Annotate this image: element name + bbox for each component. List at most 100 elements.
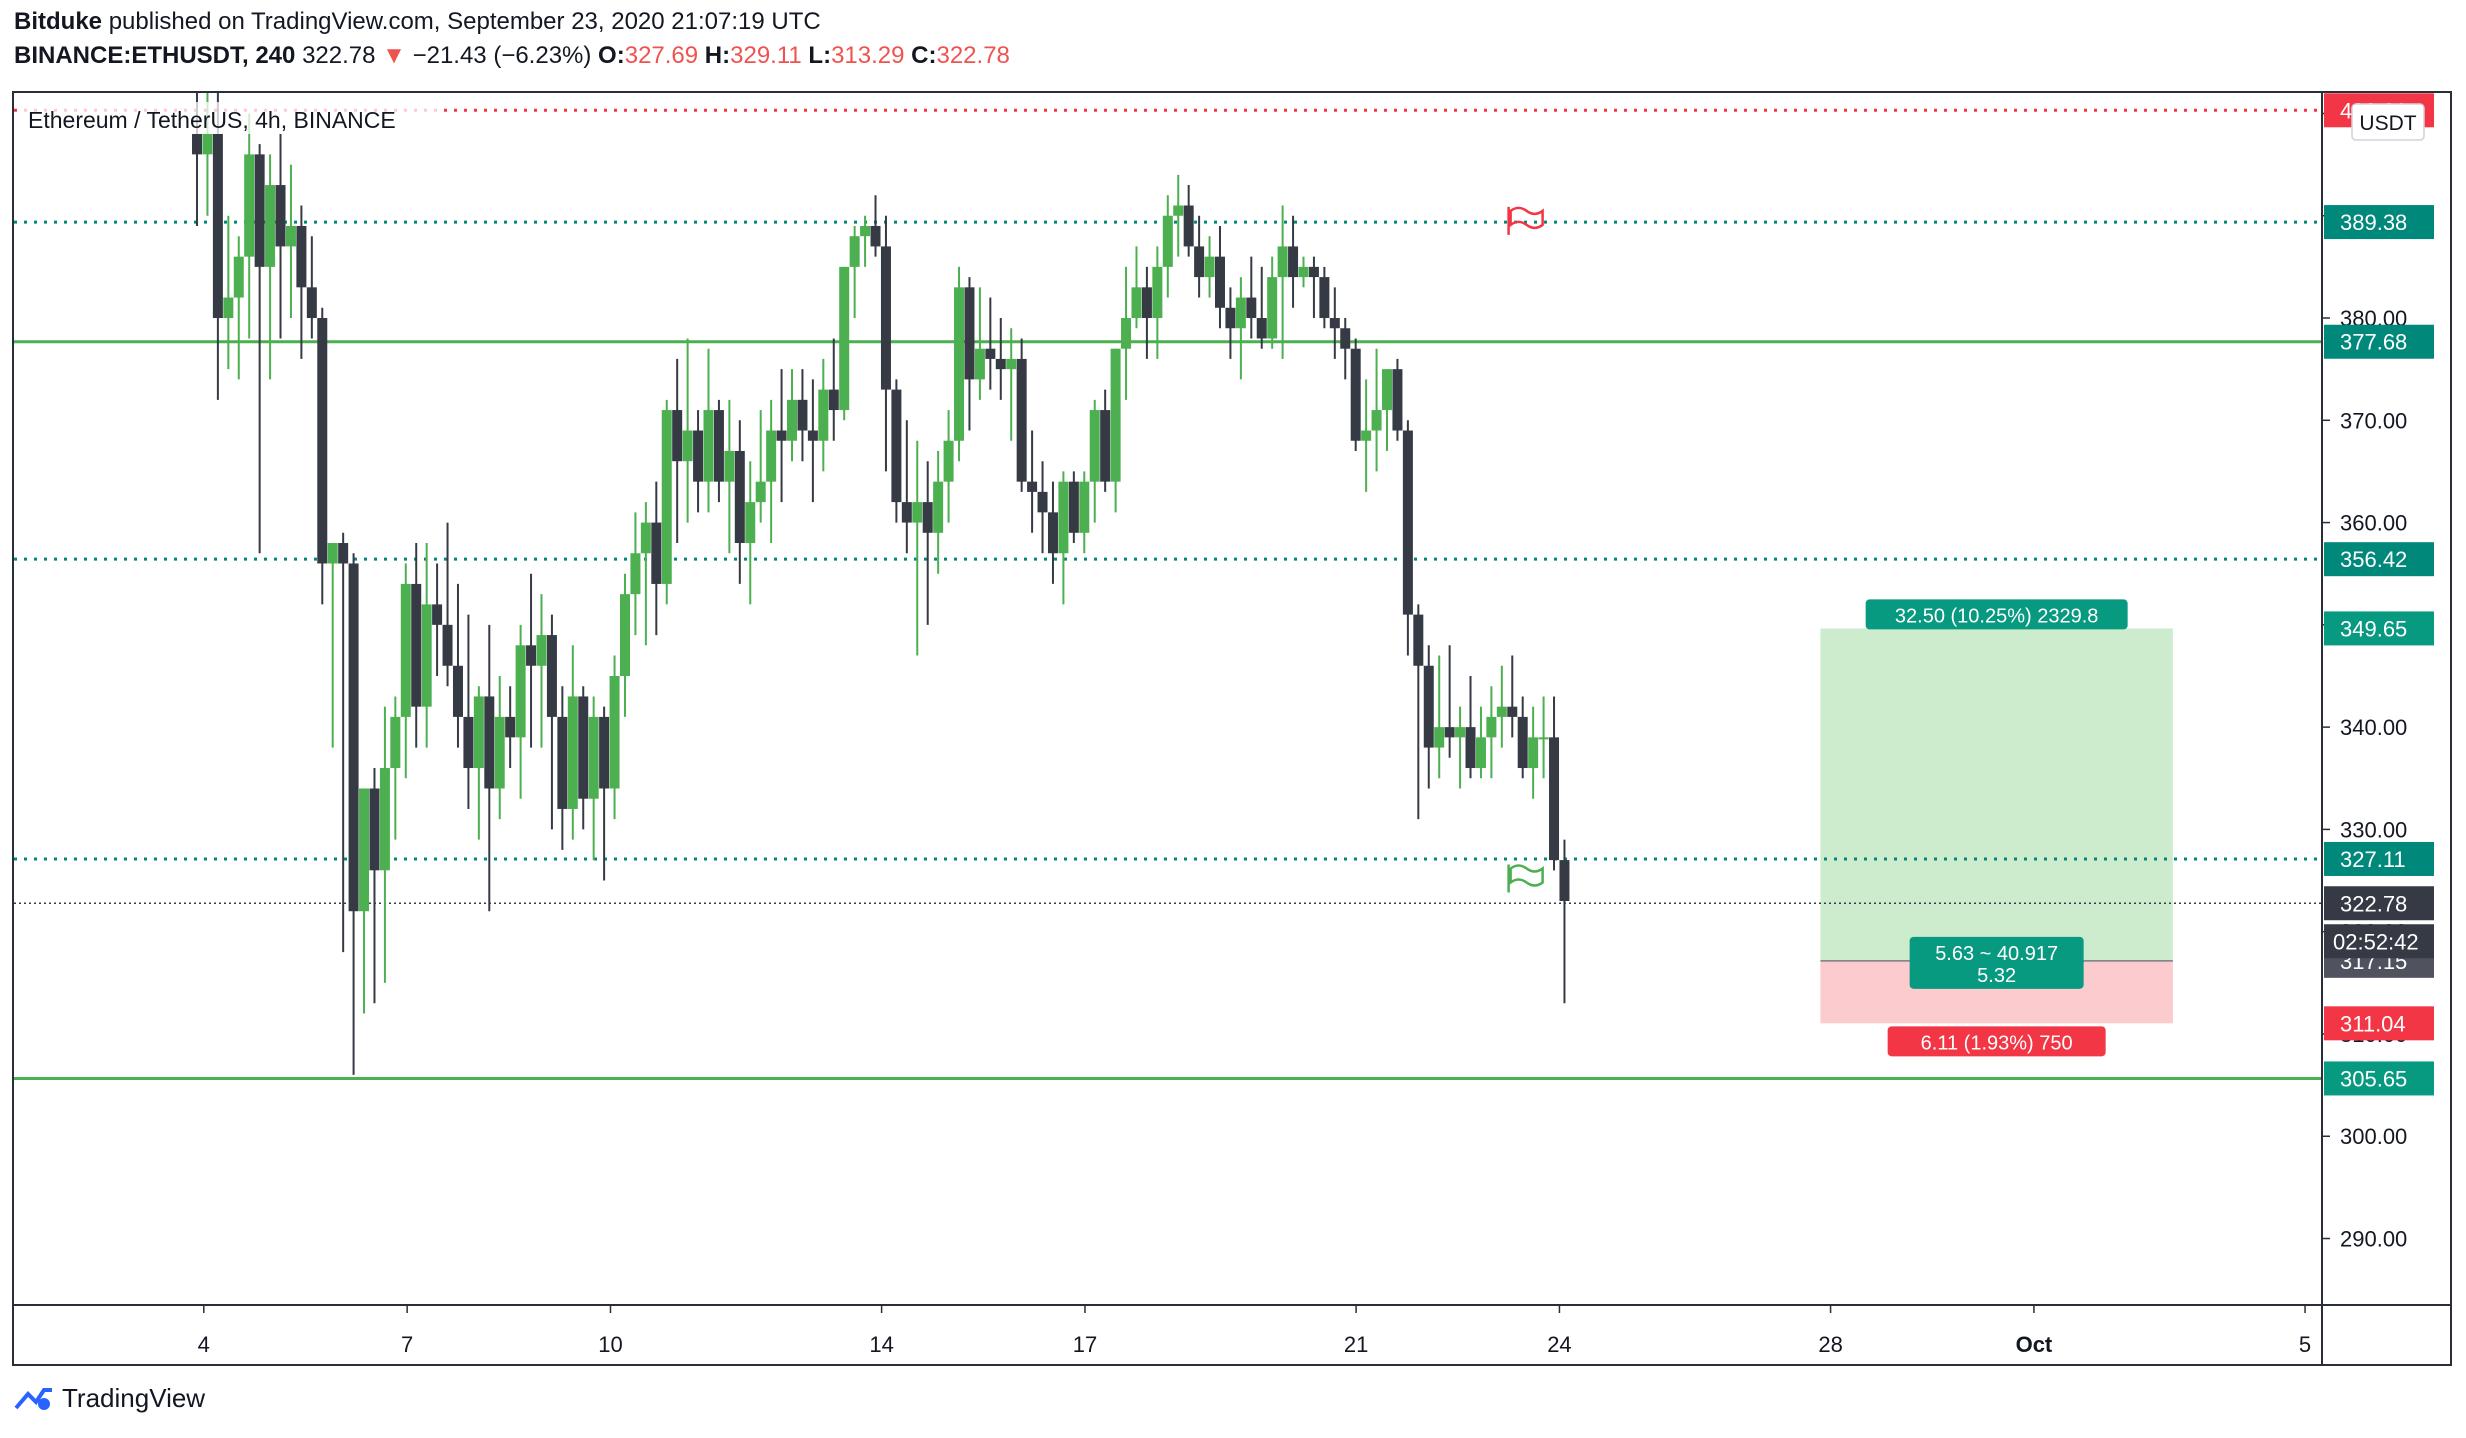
candle-body bbox=[776, 430, 787, 441]
x-tick-label: 4 bbox=[198, 1332, 210, 1357]
published-text: published on TradingView.com, September … bbox=[108, 8, 821, 35]
axis-price-label-text: 311.04 bbox=[2340, 1011, 2406, 1036]
candle-body bbox=[265, 185, 276, 267]
candle-body bbox=[807, 430, 818, 441]
candle-body bbox=[828, 389, 839, 411]
currency-button-bg bbox=[2351, 103, 2425, 141]
candle-body bbox=[1382, 369, 1393, 411]
candle-body bbox=[442, 624, 453, 666]
candle-body bbox=[223, 297, 234, 319]
x-tick-label: 21 bbox=[1344, 1332, 1368, 1357]
candle-body bbox=[870, 225, 881, 247]
candle-body bbox=[536, 635, 547, 666]
candle-body bbox=[192, 133, 203, 155]
x-tick-label: 10 bbox=[598, 1332, 622, 1357]
candle-body bbox=[1068, 481, 1079, 533]
candle-body bbox=[693, 430, 704, 482]
candle-body bbox=[348, 563, 359, 912]
candle-body bbox=[640, 522, 651, 554]
candle-body bbox=[359, 788, 370, 912]
currency-button-label: USDT bbox=[2359, 112, 2416, 135]
candle-body bbox=[296, 225, 307, 288]
axis-price-label-text: 305.65 bbox=[2340, 1066, 2407, 1091]
candle-body bbox=[672, 410, 683, 462]
candle-body bbox=[630, 553, 641, 595]
candle-body bbox=[1277, 246, 1288, 278]
candle-body bbox=[849, 236, 860, 267]
x-tick-label: 7 bbox=[401, 1332, 413, 1357]
price-change: −21.43 (−6.23%) bbox=[412, 42, 592, 69]
candle-body bbox=[787, 399, 798, 441]
candle-body bbox=[1079, 481, 1090, 533]
candle-body bbox=[1235, 297, 1246, 329]
candle-body bbox=[933, 481, 944, 533]
candle-body bbox=[463, 716, 474, 769]
tradingview-logo-icon[interactable] bbox=[14, 1386, 54, 1412]
candle-body bbox=[473, 696, 484, 769]
currency-button[interactable]: USDT bbox=[2351, 103, 2425, 141]
axis-price-label-4: 349.65 bbox=[2324, 611, 2434, 646]
axis-price-label-5: 327.11 bbox=[2324, 841, 2434, 876]
candle-body bbox=[212, 133, 223, 319]
axis-price-label-text: 389.38 bbox=[2340, 210, 2407, 235]
candle-body bbox=[400, 583, 411, 717]
green-flag-icon bbox=[1507, 864, 1544, 893]
candle-body bbox=[901, 502, 912, 523]
candle-body bbox=[1392, 369, 1403, 431]
candle-body bbox=[1528, 737, 1539, 769]
y-tick-label: 330.00 bbox=[2340, 817, 2407, 842]
candle-body bbox=[880, 246, 891, 390]
stop-label-bg bbox=[1887, 1026, 2106, 1057]
candle-body bbox=[390, 716, 401, 769]
candle-body bbox=[797, 399, 808, 431]
axis-price-label-6: 322.78 bbox=[2324, 886, 2434, 921]
candle-body bbox=[1110, 348, 1121, 482]
candle-body bbox=[484, 696, 495, 789]
candle-body bbox=[1538, 737, 1549, 740]
candle-body bbox=[1559, 860, 1570, 901]
candle-body bbox=[546, 635, 557, 717]
candle-body bbox=[891, 389, 902, 503]
axis-price-label-text: 327.11 bbox=[2340, 847, 2406, 872]
high-label: H: bbox=[704, 42, 731, 69]
plot-area bbox=[14, 93, 2322, 1080]
profit-zone bbox=[1820, 628, 2173, 961]
publish-line: Bitduke published on TradingView.com, Se… bbox=[14, 8, 821, 36]
candle-body bbox=[327, 543, 338, 564]
candle-body bbox=[1141, 287, 1152, 319]
candle-body bbox=[1423, 665, 1434, 748]
candle-body bbox=[202, 133, 213, 155]
candle-body bbox=[1350, 348, 1361, 441]
candle-body bbox=[682, 430, 693, 462]
y-tick-label: 360.00 bbox=[2340, 511, 2407, 536]
candle-body bbox=[1131, 287, 1142, 319]
candle-body bbox=[254, 154, 265, 267]
y-tick-label: 290.00 bbox=[2340, 1227, 2407, 1252]
open-label: O: bbox=[598, 42, 625, 69]
candle-body bbox=[724, 450, 735, 482]
candle-body bbox=[1496, 706, 1507, 717]
candle-body bbox=[734, 450, 745, 544]
target-label-text: 32.50 (10.25%) 2329.8 bbox=[1895, 605, 2099, 627]
candle-body bbox=[1173, 205, 1184, 216]
candle-body bbox=[1027, 481, 1038, 492]
candle-body bbox=[766, 430, 777, 482]
candle-body bbox=[922, 502, 933, 533]
axis-price-label-3: 356.42 bbox=[2324, 542, 2434, 577]
footer-brand[interactable]: TradingView bbox=[62, 1383, 206, 1413]
candle-body bbox=[954, 287, 965, 441]
candle-body bbox=[432, 604, 443, 625]
axis-price-label-text: 356.42 bbox=[2340, 547, 2407, 572]
candle-body bbox=[745, 502, 756, 544]
candle-body bbox=[1162, 215, 1173, 267]
axis-price-label-bg bbox=[2324, 841, 2434, 876]
candle-body bbox=[1016, 358, 1027, 482]
candle-body bbox=[306, 287, 317, 319]
candle-body bbox=[588, 716, 599, 799]
axis-price-label-bg bbox=[2324, 324, 2434, 359]
risk-reward-label-text: 5.63 ~ 40.917 bbox=[1935, 943, 2058, 965]
candle-body bbox=[1298, 266, 1309, 278]
author-name[interactable]: Bitduke bbox=[14, 8, 103, 35]
candle-body bbox=[285, 225, 296, 247]
